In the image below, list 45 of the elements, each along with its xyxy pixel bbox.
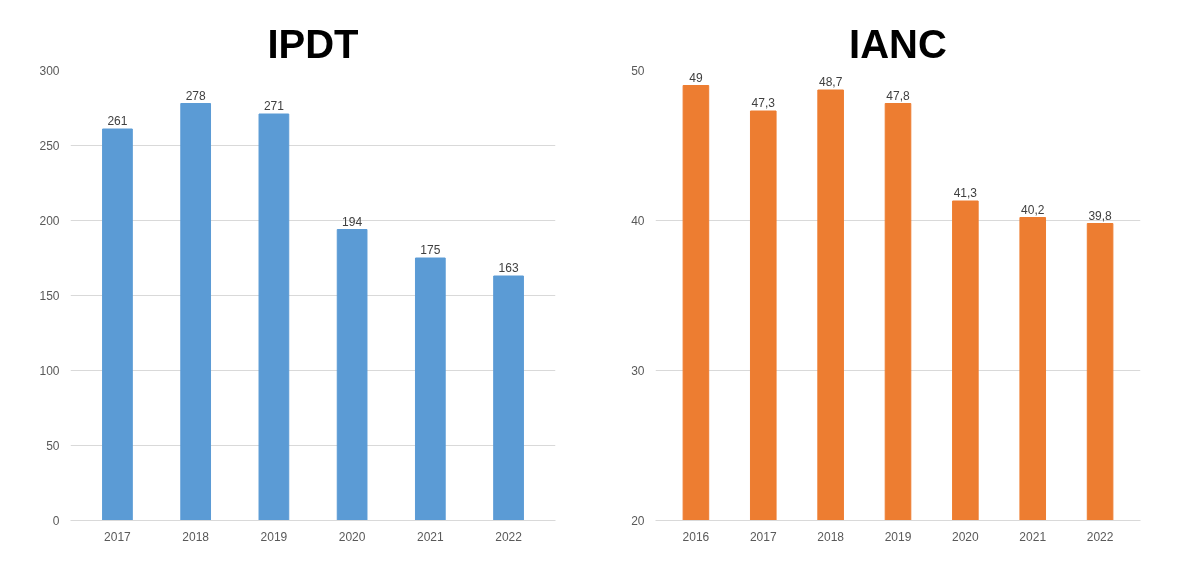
x-tick-label: 2018	[817, 529, 845, 544]
x-tick-label: 2019	[884, 529, 912, 544]
y-tick-label: 100	[39, 364, 60, 378]
x-tick-label: 2016	[682, 529, 710, 544]
data-label: 49	[689, 70, 703, 85]
x-tick-label: 2020	[952, 529, 980, 544]
data-label: 48,7	[818, 75, 843, 89]
data-label: 40,2	[1021, 202, 1045, 217]
chart-title: IANC	[849, 21, 947, 66]
bar	[180, 103, 212, 521]
x-tick-label: 2020	[338, 529, 366, 544]
bar	[336, 229, 368, 521]
bar	[493, 275, 524, 521]
data-label: 47,8	[886, 88, 910, 103]
chart-title: IPDT	[267, 21, 359, 66]
y-tick-label: 40	[631, 214, 645, 228]
x-tick-label: 2021	[1019, 529, 1047, 544]
x-tick-label: 2021	[416, 529, 445, 544]
data-label: 194	[342, 214, 363, 229]
x-tick-label: 2017	[749, 529, 777, 544]
x-tick-label: 2019	[260, 529, 288, 544]
data-label: 41,3	[953, 186, 978, 200]
data-label: 163	[498, 261, 519, 275]
data-label: 278	[185, 88, 206, 103]
data-label: 47,3	[751, 96, 776, 110]
y-tick-label: 50	[46, 439, 60, 453]
y-tick-label: 200	[39, 214, 60, 228]
data-label: 271	[263, 99, 285, 113]
data-label: 261	[107, 114, 128, 128]
data-label: 39,8	[1088, 208, 1113, 223]
y-tick-label: 30	[631, 364, 645, 378]
y-tick-label: 20	[631, 514, 645, 528]
data-label: 175	[420, 243, 441, 257]
x-tick-label: 2022	[1086, 529, 1114, 544]
y-tick-label: 250	[39, 139, 60, 153]
bar	[102, 128, 133, 521]
x-tick-label: 2017	[104, 529, 132, 544]
x-tick-label: 2022	[495, 529, 523, 544]
y-tick-label: 0	[52, 514, 60, 528]
y-tick-label: 50	[631, 64, 645, 78]
x-tick-label: 2018	[182, 529, 210, 544]
y-tick-label: 150	[39, 289, 60, 303]
bar	[258, 113, 290, 521]
y-tick-label: 300	[39, 64, 60, 78]
bar	[414, 257, 446, 521]
